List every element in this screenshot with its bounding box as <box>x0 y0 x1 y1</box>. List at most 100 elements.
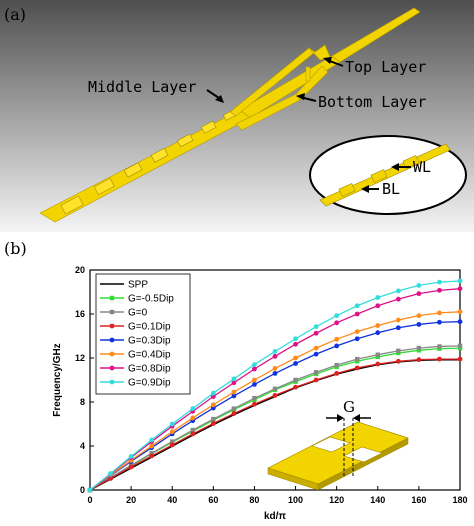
axis-ticks: 0 20 40 60 80 100 120 140 160 180 0 4 8 12 16 20 <box>75 265 468 505</box>
data-point <box>108 471 113 476</box>
legend-marker <box>109 379 115 385</box>
data-point <box>334 313 340 319</box>
data-point <box>457 343 463 349</box>
data-point <box>149 443 155 449</box>
data-point <box>396 348 401 354</box>
legend-label: G=0.4Dip <box>128 350 171 361</box>
data-point <box>437 356 442 362</box>
data-point <box>293 384 298 390</box>
data-point <box>149 450 154 456</box>
data-point <box>334 320 340 326</box>
data-point <box>231 411 237 416</box>
bottom-layer-arrowhead-icon <box>296 93 305 100</box>
inset-slot-left <box>311 436 351 453</box>
bottom-layer-branch <box>235 65 329 131</box>
y-tick-label: 16 <box>75 309 85 319</box>
data-point <box>210 402 216 408</box>
via-connector <box>305 66 311 82</box>
data-point <box>210 394 216 399</box>
legend-marker <box>109 351 115 357</box>
data-point <box>334 336 340 342</box>
y-tick-label: 12 <box>75 353 85 363</box>
data-point <box>354 365 360 371</box>
x-tick-label: 180 <box>452 495 467 505</box>
x-axis-title: kd/π <box>264 511 286 522</box>
bl-label: BL <box>382 180 400 198</box>
gap-arrowhead-right-icon <box>353 414 360 422</box>
data-point <box>416 283 422 288</box>
data-point <box>210 390 216 396</box>
data-point <box>293 377 298 383</box>
data-point <box>272 366 278 371</box>
data-point <box>190 427 195 433</box>
top-layer-label: Top Layer <box>345 58 426 76</box>
data-point <box>293 355 298 361</box>
y-axis-title: Frequency/GHz <box>52 343 63 416</box>
data-point <box>272 349 278 354</box>
data-point <box>272 386 278 391</box>
data-point <box>252 395 257 401</box>
data-point <box>375 303 381 309</box>
data-point <box>293 336 298 342</box>
data-point <box>375 323 381 328</box>
data-point <box>354 336 360 342</box>
x-tick-label: 140 <box>370 495 385 505</box>
data-point <box>190 431 196 437</box>
legend-entry: G=0.8Dip <box>100 364 171 375</box>
data-point <box>334 343 340 349</box>
x-tick-label: 20 <box>126 495 136 505</box>
data-point <box>87 487 93 493</box>
legend-entry: G=-0.5Dip <box>100 294 174 305</box>
y-tick-label: 0 <box>80 485 85 495</box>
data-point <box>252 377 257 383</box>
data-point <box>416 313 422 319</box>
x-tick-label: 40 <box>167 495 177 505</box>
bottom-layer-label: Bottom Layer <box>318 93 426 111</box>
panel-b-label: (b) <box>4 239 27 258</box>
legend-entry: G=0.1Dip <box>100 322 171 333</box>
data-point <box>354 311 360 317</box>
x-tick-label: 100 <box>288 495 303 505</box>
data-point <box>252 362 257 367</box>
data-point <box>210 405 216 411</box>
data-point <box>231 406 237 411</box>
legend-label: G=0 <box>128 308 148 319</box>
data-point <box>313 345 319 351</box>
x-tick-label: 80 <box>249 495 259 505</box>
series-G=0.9Dip <box>87 278 463 493</box>
data-point <box>211 416 216 422</box>
bl-arrowhead-icon <box>361 185 369 193</box>
data-point <box>190 406 196 411</box>
y-tick-label: 4 <box>80 441 85 451</box>
data-point <box>231 389 237 395</box>
wl-label: WL <box>413 158 431 176</box>
panel-a-label: (a) <box>4 5 26 24</box>
legend-label: G=0.8Dip <box>128 364 171 375</box>
legend-label: SPP <box>128 280 148 291</box>
panel-b-chart: (b) 0 20 40 60 80 100 120 140 160 180 0 4 8 12 16 20 kd… <box>4 239 468 522</box>
data-point <box>313 370 319 375</box>
data-point <box>437 344 442 349</box>
data-point <box>313 330 319 336</box>
x-tick-label: 0 <box>87 495 92 505</box>
data-point <box>375 352 380 357</box>
legend-marker <box>109 337 115 343</box>
middle-layer-label: Middle Layer <box>88 78 196 96</box>
top-layer-arrowhead-icon <box>323 57 332 64</box>
data-point <box>437 319 442 325</box>
data-point <box>457 319 463 325</box>
data-point <box>272 393 278 398</box>
plot-frame <box>89 269 461 491</box>
data-point <box>293 361 298 366</box>
data-point <box>395 317 401 323</box>
data-point <box>395 325 401 331</box>
strip-unit-cells <box>60 109 238 215</box>
legend-entry: G=0.4Dip <box>100 350 171 361</box>
data-point <box>252 382 257 387</box>
data-point <box>355 356 360 362</box>
data-point <box>437 346 442 351</box>
legend-marker <box>109 365 115 371</box>
data-point <box>354 329 360 334</box>
legend-entry: G=0.3Dip <box>100 336 171 347</box>
data-point <box>170 439 175 444</box>
